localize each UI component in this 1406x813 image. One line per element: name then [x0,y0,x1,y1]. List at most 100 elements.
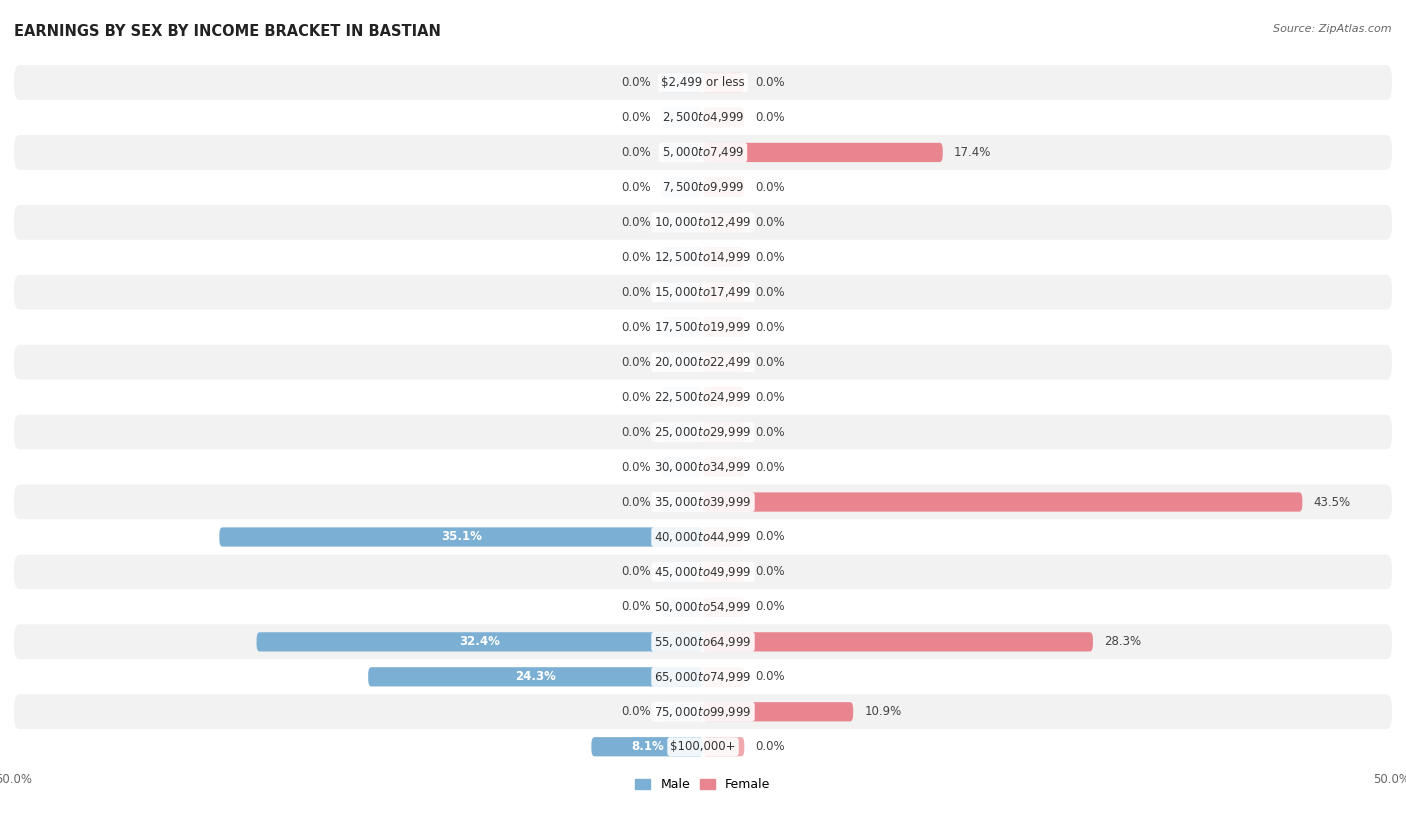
FancyBboxPatch shape [703,598,744,616]
Text: Source: ZipAtlas.com: Source: ZipAtlas.com [1274,24,1392,34]
FancyBboxPatch shape [662,458,703,476]
FancyBboxPatch shape [662,283,703,302]
Text: 24.3%: 24.3% [515,671,555,683]
FancyBboxPatch shape [14,589,1392,624]
Text: $25,000 to $29,999: $25,000 to $29,999 [654,425,752,439]
FancyBboxPatch shape [14,275,1392,310]
FancyBboxPatch shape [703,423,744,441]
Text: 0.0%: 0.0% [755,391,785,403]
FancyBboxPatch shape [662,423,703,441]
FancyBboxPatch shape [368,667,703,686]
Text: 0.0%: 0.0% [621,461,651,473]
FancyBboxPatch shape [14,100,1392,135]
FancyBboxPatch shape [703,143,943,162]
Text: 0.0%: 0.0% [755,216,785,228]
FancyBboxPatch shape [14,415,1392,450]
Text: $35,000 to $39,999: $35,000 to $39,999 [654,495,752,509]
FancyBboxPatch shape [662,318,703,337]
FancyBboxPatch shape [662,178,703,197]
FancyBboxPatch shape [14,345,1392,380]
FancyBboxPatch shape [14,694,1392,729]
FancyBboxPatch shape [14,450,1392,485]
FancyBboxPatch shape [703,563,744,581]
Text: $65,000 to $74,999: $65,000 to $74,999 [654,670,752,684]
Text: 0.0%: 0.0% [621,181,651,193]
Text: 0.0%: 0.0% [755,76,785,89]
FancyBboxPatch shape [703,108,744,127]
FancyBboxPatch shape [703,702,853,721]
Text: $40,000 to $44,999: $40,000 to $44,999 [654,530,752,544]
Text: 0.0%: 0.0% [621,111,651,124]
Text: 0.0%: 0.0% [621,251,651,263]
FancyBboxPatch shape [14,485,1392,520]
FancyBboxPatch shape [703,633,1092,651]
Text: $17,500 to $19,999: $17,500 to $19,999 [654,320,752,334]
FancyBboxPatch shape [703,213,744,232]
FancyBboxPatch shape [703,458,744,476]
Text: $55,000 to $64,999: $55,000 to $64,999 [654,635,752,649]
Text: $7,500 to $9,999: $7,500 to $9,999 [662,180,744,194]
FancyBboxPatch shape [219,528,703,546]
Text: 0.0%: 0.0% [621,216,651,228]
Text: $30,000 to $34,999: $30,000 to $34,999 [654,460,752,474]
FancyBboxPatch shape [662,702,703,721]
FancyBboxPatch shape [703,318,744,337]
Text: 0.0%: 0.0% [755,566,785,578]
FancyBboxPatch shape [14,380,1392,415]
Text: 0.0%: 0.0% [755,286,785,298]
FancyBboxPatch shape [703,248,744,267]
Text: 0.0%: 0.0% [621,146,651,159]
Text: 32.4%: 32.4% [460,636,501,648]
Text: $2,499 or less: $2,499 or less [661,76,745,89]
Text: 28.3%: 28.3% [1104,636,1142,648]
FancyBboxPatch shape [703,178,744,197]
FancyBboxPatch shape [14,170,1392,205]
FancyBboxPatch shape [703,388,744,406]
FancyBboxPatch shape [703,493,1302,511]
Text: 8.1%: 8.1% [631,741,664,753]
Text: $12,500 to $14,999: $12,500 to $14,999 [654,250,752,264]
FancyBboxPatch shape [14,520,1392,554]
Text: 0.0%: 0.0% [621,496,651,508]
Text: 0.0%: 0.0% [755,741,785,753]
Text: 0.0%: 0.0% [755,111,785,124]
Text: 0.0%: 0.0% [755,426,785,438]
FancyBboxPatch shape [662,598,703,616]
Text: 0.0%: 0.0% [755,356,785,368]
Text: 0.0%: 0.0% [621,286,651,298]
Text: 0.0%: 0.0% [755,601,785,613]
Text: 0.0%: 0.0% [755,531,785,543]
FancyBboxPatch shape [703,73,744,92]
Text: $50,000 to $54,999: $50,000 to $54,999 [654,600,752,614]
Legend: Male, Female: Male, Female [630,773,776,797]
FancyBboxPatch shape [14,65,1392,100]
FancyBboxPatch shape [703,353,744,372]
Text: $10,000 to $12,499: $10,000 to $12,499 [654,215,752,229]
FancyBboxPatch shape [662,213,703,232]
FancyBboxPatch shape [592,737,703,756]
Text: $15,000 to $17,499: $15,000 to $17,499 [654,285,752,299]
FancyBboxPatch shape [662,108,703,127]
FancyBboxPatch shape [662,493,703,511]
FancyBboxPatch shape [662,388,703,406]
FancyBboxPatch shape [14,135,1392,170]
FancyBboxPatch shape [662,143,703,162]
Text: $45,000 to $49,999: $45,000 to $49,999 [654,565,752,579]
Text: $22,500 to $24,999: $22,500 to $24,999 [654,390,752,404]
FancyBboxPatch shape [703,283,744,302]
Text: 0.0%: 0.0% [755,251,785,263]
Text: 0.0%: 0.0% [621,706,651,718]
FancyBboxPatch shape [14,729,1392,764]
FancyBboxPatch shape [662,73,703,92]
FancyBboxPatch shape [662,563,703,581]
FancyBboxPatch shape [256,633,703,651]
FancyBboxPatch shape [662,248,703,267]
FancyBboxPatch shape [703,667,744,686]
Text: 0.0%: 0.0% [621,356,651,368]
Text: $20,000 to $22,499: $20,000 to $22,499 [654,355,752,369]
Text: EARNINGS BY SEX BY INCOME BRACKET IN BASTIAN: EARNINGS BY SEX BY INCOME BRACKET IN BAS… [14,24,441,39]
Text: 43.5%: 43.5% [1313,496,1351,508]
Text: $5,000 to $7,499: $5,000 to $7,499 [662,146,744,159]
Text: 0.0%: 0.0% [621,321,651,333]
Text: 0.0%: 0.0% [621,391,651,403]
